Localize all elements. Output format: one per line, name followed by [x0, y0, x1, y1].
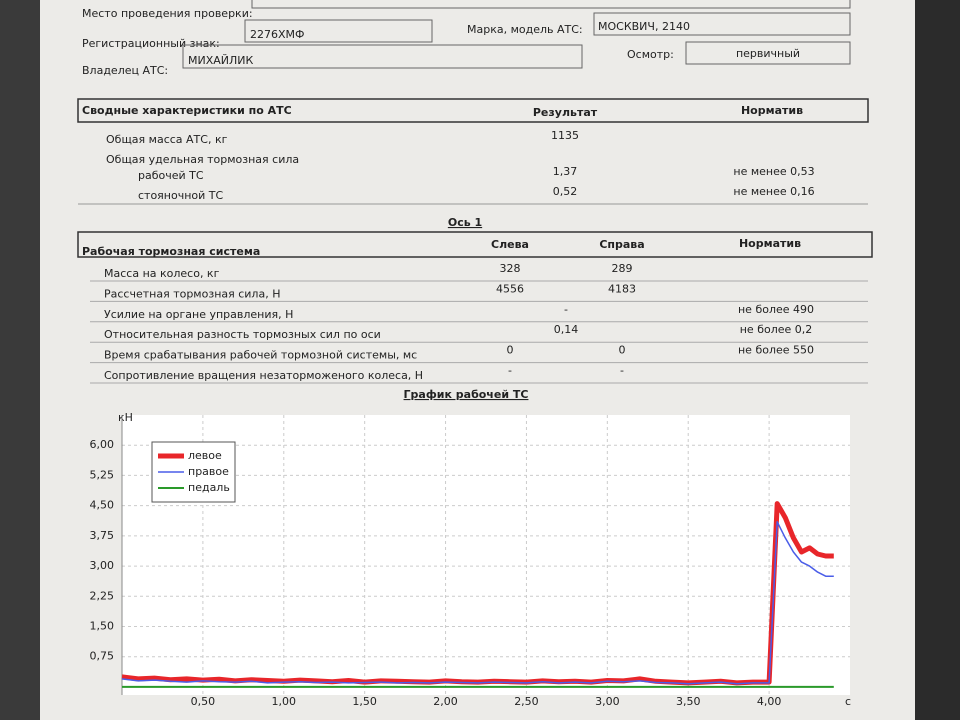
chart-title: График рабочей ТС: [404, 388, 529, 401]
monitor-bezel: [0, 0, 40, 720]
column-header: Сводные характеристики по АТС: [82, 104, 292, 117]
field-label: Осмотр:: [627, 48, 674, 61]
result-cell: 1135: [551, 129, 579, 142]
x-tick-label: 4,00: [757, 695, 782, 708]
y-tick-label: 1,50: [90, 620, 115, 633]
norm-cell: не менее 0,16: [733, 185, 814, 198]
x-tick-label: 3,50: [676, 695, 701, 708]
y-tick-label: 4,50: [90, 499, 115, 512]
result-cell: 0,52: [553, 185, 578, 198]
norm-cell: не более 550: [738, 344, 814, 357]
left-cell: 328: [500, 262, 521, 275]
input-box[interactable]: [182, 44, 583, 69]
plot-area: [122, 415, 850, 695]
y-axis-label: кН: [118, 411, 133, 424]
input-box[interactable]: [251, 0, 851, 9]
x-tick-label: 3,00: [595, 695, 620, 708]
both-cell: -: [564, 303, 568, 316]
table-header-box: [77, 98, 869, 123]
result-cell: 1,37: [553, 165, 578, 178]
column-header: Результат: [533, 106, 598, 119]
field-value: МОСКВИЧ, 2140: [598, 20, 690, 33]
x-tick-label: 2,50: [514, 695, 539, 708]
x-tick-label: 2,00: [433, 695, 458, 708]
field-label: Регистрационный знак:: [82, 37, 220, 50]
legend-label: педаль: [188, 481, 230, 494]
field-label: Владелец АТС:: [82, 64, 168, 77]
right-cell: 0: [619, 344, 626, 357]
left-cell: -: [508, 364, 512, 377]
input-box[interactable]: [593, 12, 851, 36]
x-axis-label: с: [845, 695, 851, 708]
right-cell: 289: [612, 262, 633, 275]
field-value: 2276ХМФ: [250, 28, 305, 41]
left-cell: 4556: [496, 282, 524, 295]
right-cell: -: [620, 364, 624, 377]
norm-cell: не менее 0,53: [733, 165, 814, 178]
axle-title: Ось 1: [448, 216, 482, 229]
y-tick-label: 5,25: [90, 468, 115, 481]
y-tick-label: 3,00: [90, 559, 115, 572]
field-value: МИХАЙЛИК: [188, 54, 254, 67]
field-value: первичный: [736, 47, 800, 60]
row-label: Масса на колесо, кг: [104, 267, 220, 280]
series-line: [121, 521, 834, 685]
input-box[interactable]: [685, 41, 851, 65]
row-label: рабочей ТС: [138, 169, 204, 182]
x-tick-label: 1,00: [272, 695, 297, 708]
y-tick-label: 6,00: [90, 438, 115, 451]
x-tick-label: 0,50: [191, 695, 216, 708]
legend-label: левое: [188, 449, 222, 462]
field-label: Место проведения проверки:: [82, 7, 253, 20]
both-cell: 0,14: [554, 323, 579, 336]
y-tick-label: 2,25: [90, 589, 115, 602]
row-label: Усилие на органе управления, Н: [104, 308, 293, 321]
row-label: Время срабатывания рабочей тормозной сис…: [104, 349, 417, 362]
y-tick-label: 3,75: [90, 529, 115, 542]
row-label: Относительная разность тормозных сил по …: [104, 328, 381, 341]
norm-cell: не более 490: [738, 303, 814, 316]
legend-label: правое: [188, 465, 229, 478]
y-tick-label: 0,75: [90, 650, 115, 663]
column-header: Справа: [599, 238, 644, 251]
input-box[interactable]: [244, 19, 433, 43]
row-label: Рассчетная тормозная сила, Н: [104, 287, 280, 300]
left-cell: 0: [507, 344, 514, 357]
row-label: стояночной ТС: [138, 189, 224, 202]
table-header-box: [77, 231, 873, 258]
column-header: Норматив: [739, 237, 801, 250]
row-label: Общая масса АТС, кг: [106, 133, 228, 146]
row-label: Сопротивление вращения незаторможеного к…: [104, 369, 423, 382]
norm-cell: не более 0,2: [740, 323, 813, 336]
column-header: Норматив: [741, 104, 803, 117]
field-label: Марка, модель АТС:: [467, 23, 583, 36]
row-label: Общая удельная тормозная сила: [106, 153, 299, 166]
column-header: Слева: [491, 238, 529, 251]
x-tick-label: 1,50: [352, 695, 377, 708]
column-header: Рабочая тормозная система: [82, 245, 260, 258]
right-cell: 4183: [608, 282, 636, 295]
monitor-bezel: [915, 0, 960, 720]
